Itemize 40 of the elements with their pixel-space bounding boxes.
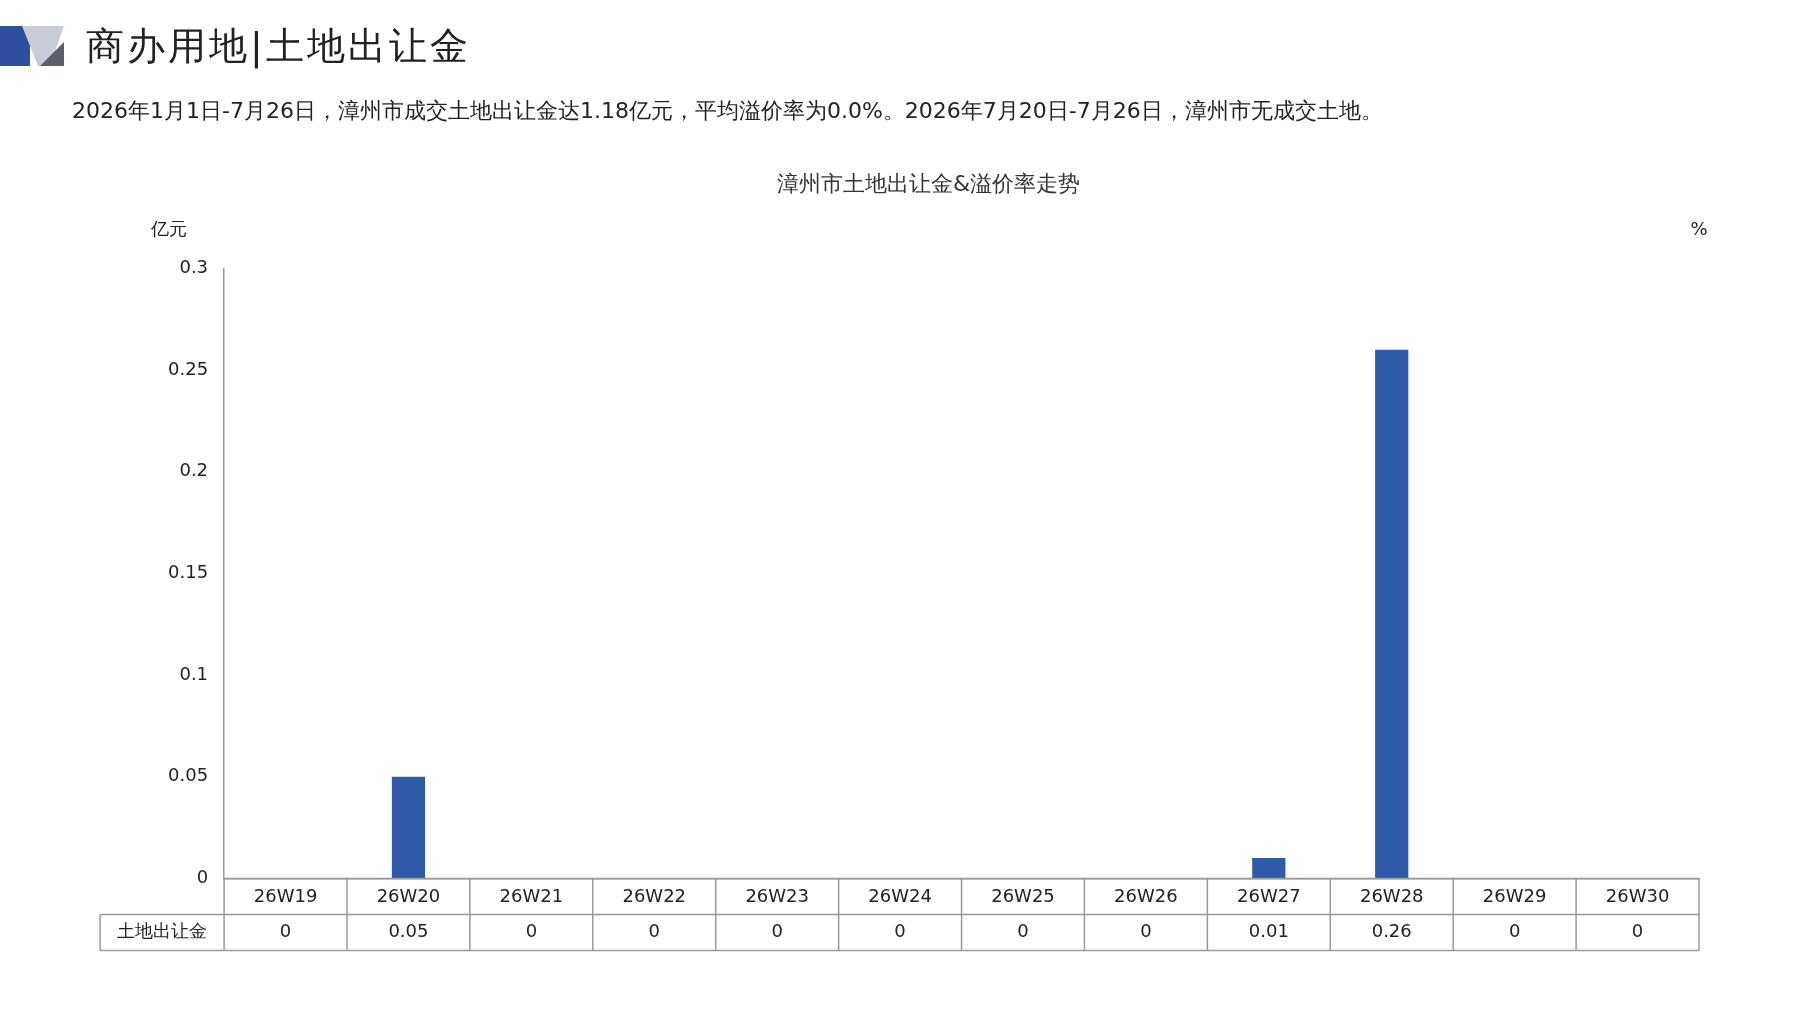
data-label: 0.05 [388, 920, 429, 942]
y-tick-label: 0.25 [168, 357, 209, 379]
y-tick-label: 0.1 [179, 662, 209, 684]
y-tick-label: 0.2 [179, 459, 209, 481]
text: 商办用地|土地出让金 [86, 22, 471, 71]
y-tick-label: 0.05 [168, 764, 209, 786]
x-tick-label: 26W23 [745, 884, 809, 906]
data-label: 0 [771, 920, 783, 942]
y-tick-label: 0 [196, 866, 209, 888]
x-tick-label: 26W20 [376, 884, 441, 906]
data-label: 0 [1017, 920, 1029, 942]
text: 2026年1月1日-7月26日，漳州市成交土地出让金达1.18亿元，平均溢价率为0.0%。2026年7月20日-7月26日，漳州市无成交土地。 [72, 97, 1384, 125]
data-label: 0 [648, 920, 660, 942]
bar [391, 776, 426, 879]
y2-axis-title: % [1690, 218, 1708, 240]
y-tick-label: 0.3 [179, 256, 209, 278]
x-tick-label: 26W29 [1482, 884, 1547, 906]
data-label: 0 [1140, 920, 1152, 942]
x-tick-label: 26W30 [1605, 884, 1670, 906]
data-label: 0.01 [1248, 920, 1289, 942]
x-tick-label: 26W28 [1359, 884, 1424, 906]
data-label: 0 [1631, 920, 1644, 942]
text: 土地出让金 [117, 920, 208, 942]
data-label: 0 [525, 920, 538, 942]
x-tick-label: 26W25 [991, 884, 1055, 906]
y-tick-label: 0.15 [168, 561, 209, 583]
x-tick-label: 26W19 [253, 884, 318, 906]
data-label: 0 [894, 920, 906, 942]
data-label: 0 [279, 920, 292, 942]
data-label: 0.26 [1371, 920, 1412, 942]
bar [1375, 349, 1409, 879]
x-tick-label: 26W26 [1114, 884, 1178, 906]
x-tick-label: 26W22 [622, 884, 687, 906]
x-tick-label: 26W27 [1237, 884, 1301, 906]
x-tick-label: 26W21 [499, 884, 564, 906]
data-label: 0 [1508, 920, 1521, 942]
bar [1252, 858, 1286, 879]
y-axis-title: 亿元 [150, 218, 188, 240]
chart-title: 漳州市土地出让金&溢价率走势 [776, 170, 1081, 196]
x-tick-label: 26W24 [868, 884, 932, 906]
